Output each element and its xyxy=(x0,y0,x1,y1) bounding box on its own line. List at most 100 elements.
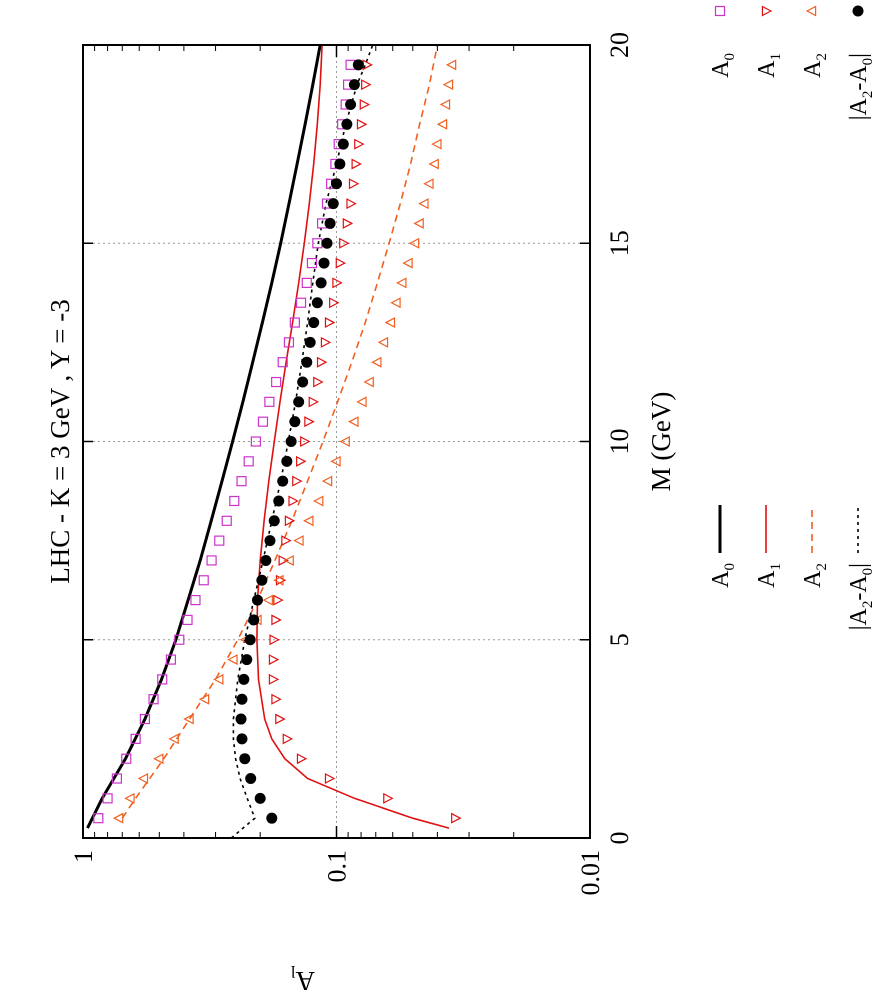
data-point xyxy=(356,118,368,130)
data-point xyxy=(337,138,349,150)
data-point xyxy=(383,792,394,804)
data-point xyxy=(111,773,122,784)
data-point xyxy=(354,138,365,150)
legend-point-3-label: |A2-A0| xyxy=(846,53,875,120)
data-point xyxy=(342,217,354,229)
data-point xyxy=(423,178,434,190)
data-point xyxy=(312,495,324,507)
legend-label-tail: -A xyxy=(846,575,872,601)
data-point xyxy=(275,713,286,725)
data-point xyxy=(236,733,248,745)
legend-marker xyxy=(761,5,773,17)
data-point xyxy=(182,614,193,626)
legend-point-0-label: A0 xyxy=(708,53,738,78)
data-point xyxy=(390,297,401,309)
data-point xyxy=(363,376,374,388)
data-point xyxy=(296,455,307,467)
data-point xyxy=(102,793,113,804)
legend-marker xyxy=(805,5,817,17)
data-point xyxy=(413,217,424,229)
chart-title: LHC - K = 3 GeV , Y = -3 xyxy=(45,299,75,583)
legend-line-1-label: A1 xyxy=(754,563,784,588)
legend-label-sub: 2 xyxy=(860,601,875,609)
data-point xyxy=(238,673,250,685)
data-point xyxy=(281,455,293,467)
data-point xyxy=(306,257,318,269)
data-point xyxy=(213,673,224,685)
data-point xyxy=(428,158,439,170)
data-point xyxy=(245,773,257,785)
legend-point-2-label: A2 xyxy=(800,53,830,78)
legend-label-main: A xyxy=(800,60,826,78)
legend-point-1-label: A1 xyxy=(754,53,784,78)
legend-label-end: | xyxy=(846,563,872,568)
data-point xyxy=(214,535,225,546)
legend-label-tail: -A xyxy=(846,65,872,91)
legend-label-main: A xyxy=(800,570,826,588)
data-point xyxy=(243,456,254,467)
legend-point-swatch-1 xyxy=(761,5,773,17)
data-point xyxy=(431,138,442,150)
data-point xyxy=(112,812,124,824)
legend-label-main: A xyxy=(754,570,780,588)
series-points-0 xyxy=(93,59,356,824)
legend-label-sub: 0 xyxy=(722,53,738,61)
legend-marker xyxy=(714,5,726,17)
legend-label-sub: 0 xyxy=(722,563,738,571)
data-point xyxy=(257,416,269,427)
data-point xyxy=(295,297,307,308)
y-axis-label-sub: l xyxy=(291,962,296,981)
data-point xyxy=(139,713,150,725)
data-point xyxy=(321,237,333,249)
data-point xyxy=(293,535,304,547)
legend-label-main: |A xyxy=(846,607,872,630)
data-point xyxy=(288,495,299,507)
data-point xyxy=(153,753,164,765)
data-point xyxy=(124,792,135,804)
data-point xyxy=(330,455,341,467)
data-point xyxy=(241,654,253,666)
data-point xyxy=(254,792,266,804)
x-tick-label: 20 xyxy=(605,32,634,58)
data-point xyxy=(236,693,248,705)
data-point xyxy=(297,376,309,388)
data-point xyxy=(281,535,292,547)
data-point xyxy=(377,336,389,348)
data-point xyxy=(324,773,336,785)
legend-label-sub: 1 xyxy=(768,563,784,571)
data-point xyxy=(301,277,312,289)
data-point xyxy=(331,178,342,190)
legend-label-main: A xyxy=(754,60,780,78)
legend-label-sub: 2 xyxy=(860,91,875,99)
data-point xyxy=(359,98,371,110)
data-point xyxy=(256,574,268,586)
data-point xyxy=(301,356,313,368)
data-point xyxy=(250,436,261,447)
data-point xyxy=(303,515,314,527)
series-points-3 xyxy=(235,59,364,824)
data-point xyxy=(311,297,323,309)
data-point xyxy=(229,495,240,507)
data-point xyxy=(324,317,336,329)
data-point xyxy=(236,476,247,487)
data-point xyxy=(248,614,260,626)
data-point xyxy=(271,376,282,388)
data-point xyxy=(329,297,340,309)
data-point xyxy=(348,178,360,190)
data-point xyxy=(332,277,343,289)
legend-label-sub: 2 xyxy=(814,563,830,571)
series-points-1 xyxy=(268,59,462,824)
data-point xyxy=(137,773,149,785)
legend-label-tail-sub: 0 xyxy=(860,568,875,576)
data-point xyxy=(293,396,305,408)
series-line-0 xyxy=(86,44,322,829)
data-point xyxy=(227,654,238,666)
data-point xyxy=(282,733,294,745)
legend-label-main: |A xyxy=(846,97,872,120)
data-point xyxy=(351,158,362,170)
data-point xyxy=(198,575,209,586)
data-point xyxy=(304,336,316,348)
y-tick-label: 0.01 xyxy=(576,850,605,896)
